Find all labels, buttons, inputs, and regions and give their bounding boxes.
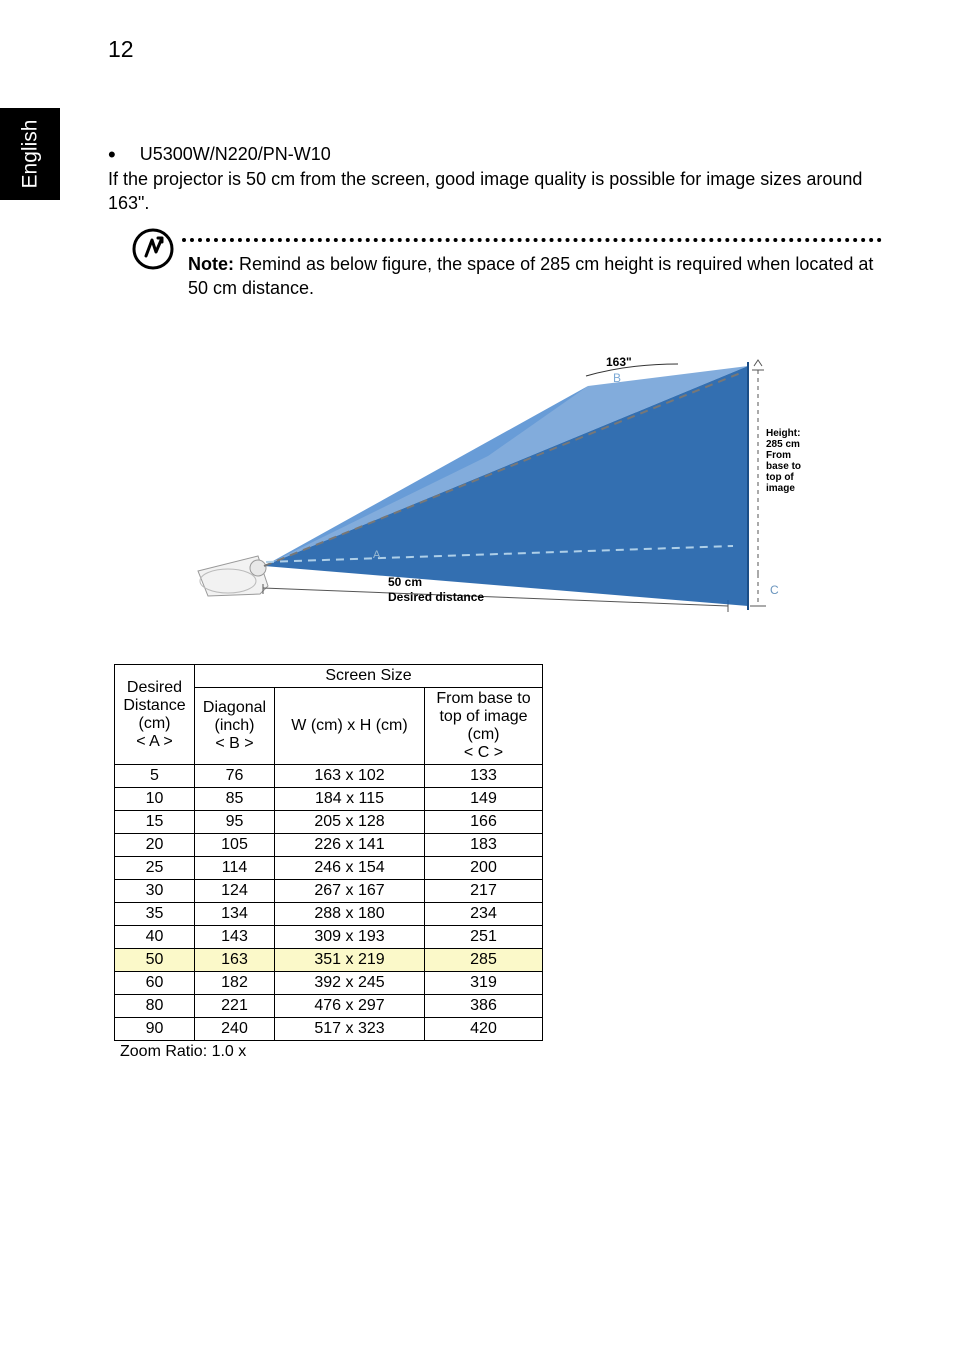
table-cell: 25: [115, 857, 195, 880]
table-cell: 392 x 245: [275, 972, 425, 995]
table-cell: 10: [115, 788, 195, 811]
table-row: 35134288 x 180234: [115, 903, 543, 926]
intro-paragraph: If the projector is 50 cm from the scree…: [108, 167, 874, 216]
table-cell: 114: [195, 857, 275, 880]
note-block: Note: Remind as below figure, the space …: [138, 234, 874, 301]
head-desired-text: Desired Distance (cm): [123, 679, 185, 732]
table-cell: 80: [115, 995, 195, 1018]
table-cell: 200: [425, 857, 543, 880]
note-label: Note:: [188, 254, 234, 274]
table-cell: 105: [195, 834, 275, 857]
head-b-text: < B >: [215, 735, 253, 752]
table-cell: 40: [115, 926, 195, 949]
model-text: U5300W/N220/PN-W10: [140, 144, 331, 164]
table-row: 30124267 x 167217: [115, 880, 543, 903]
table-cell: 133: [425, 765, 543, 788]
table-cell: 517 x 323: [275, 1018, 425, 1041]
page-number: 12: [108, 36, 134, 63]
table-cell: 226 x 141: [275, 834, 425, 857]
table-cell: 246 x 154: [275, 857, 425, 880]
table-cell: 205 x 128: [275, 811, 425, 834]
table-cell: 163: [195, 949, 275, 972]
col-diagonal: Diagonal (inch) < B >: [195, 688, 275, 765]
table-cell: 240: [195, 1018, 275, 1041]
table-cell: 134: [195, 903, 275, 926]
table-row: 1085184 x 115149: [115, 788, 543, 811]
a-label: A: [373, 549, 381, 561]
table-cell: 85: [195, 788, 275, 811]
table-cell: 166: [425, 811, 543, 834]
bullet-icon: •: [108, 142, 140, 167]
b-label: B: [613, 371, 621, 385]
c-label: C: [770, 583, 779, 597]
table-row: 25114246 x 154200: [115, 857, 543, 880]
table-cell: 234: [425, 903, 543, 926]
col-desired-distance: Desired Distance (cm) < A >: [115, 665, 195, 765]
table-row: 50163351 x 219285: [115, 949, 543, 972]
table-cell: 309 x 193: [275, 926, 425, 949]
table-cell: 184 x 115: [275, 788, 425, 811]
table-cell: 95: [195, 811, 275, 834]
table-cell: 285: [425, 949, 543, 972]
projector-icon: [198, 556, 268, 596]
table-row: 576163 x 102133: [115, 765, 543, 788]
table-cell: 20: [115, 834, 195, 857]
table-cell: 149: [425, 788, 543, 811]
table-cell: 50: [115, 949, 195, 972]
screen-size-label: 163": [606, 355, 632, 369]
col-wh: W (cm) x H (cm): [275, 688, 425, 765]
table-cell: 217: [425, 880, 543, 903]
table-row: 40143309 x 193251: [115, 926, 543, 949]
head-diag-text: Diagonal (inch): [203, 699, 266, 734]
col-screen-size: Screen Size: [195, 665, 543, 688]
page-content: •U5300W/N220/PN-W10 If the projector is …: [108, 142, 874, 1061]
note-body: Remind as below figure, the space of 285…: [188, 254, 873, 298]
table-cell: 182: [195, 972, 275, 995]
side-language-tab: English: [0, 108, 60, 200]
table-cell: 267 x 167: [275, 880, 425, 903]
table-cell: 420: [425, 1018, 543, 1041]
height-label: Height: 285 cm From base to top of image: [766, 428, 804, 494]
table-cell: 221: [195, 995, 275, 1018]
table-cell: 15: [115, 811, 195, 834]
model-heading: •U5300W/N220/PN-W10: [108, 142, 874, 165]
table-cell: 60: [115, 972, 195, 995]
table-cell: 163 x 102: [275, 765, 425, 788]
col-base-top: From base to top of image (cm) < C >: [425, 688, 543, 765]
table-cell: 351 x 219: [275, 949, 425, 972]
table-row: 20105226 x 141183: [115, 834, 543, 857]
table-row: 60182392 x 245319: [115, 972, 543, 995]
table-cell: 143: [195, 926, 275, 949]
table-cell: 319: [425, 972, 543, 995]
table-cell: 288 x 180: [275, 903, 425, 926]
table-cell: 386: [425, 995, 543, 1018]
table-cell: 5: [115, 765, 195, 788]
head-base-text: From base to top of image (cm): [436, 690, 530, 743]
table-cell: 76: [195, 765, 275, 788]
table-cell: 124: [195, 880, 275, 903]
distance-desired-label: Desired distance: [388, 590, 484, 604]
head-a-text: < A >: [136, 733, 172, 750]
table-row: 1595205 x 128166: [115, 811, 543, 834]
table-row: 80221476 x 297386: [115, 995, 543, 1018]
table-cell: 35: [115, 903, 195, 926]
table-cell: 30: [115, 880, 195, 903]
table-cell: 183: [425, 834, 543, 857]
zoom-ratio-note: Zoom Ratio: 1.0 x: [120, 1043, 874, 1061]
side-language-label: English: [18, 120, 42, 189]
projection-diagram: 50 cm Desired distance B A 163" Height:: [188, 336, 828, 636]
table-cell: 251: [425, 926, 543, 949]
dotted-separator: [182, 234, 882, 242]
spec-table: Desired Distance (cm) < A > Screen Size …: [114, 664, 543, 1041]
note-text: Note: Remind as below figure, the space …: [188, 252, 874, 301]
table-row: 90240517 x 323420: [115, 1018, 543, 1041]
note-icon: [132, 228, 174, 270]
table-cell: 476 x 297: [275, 995, 425, 1018]
head-c-text: < C >: [464, 744, 503, 761]
table-cell: 90: [115, 1018, 195, 1041]
